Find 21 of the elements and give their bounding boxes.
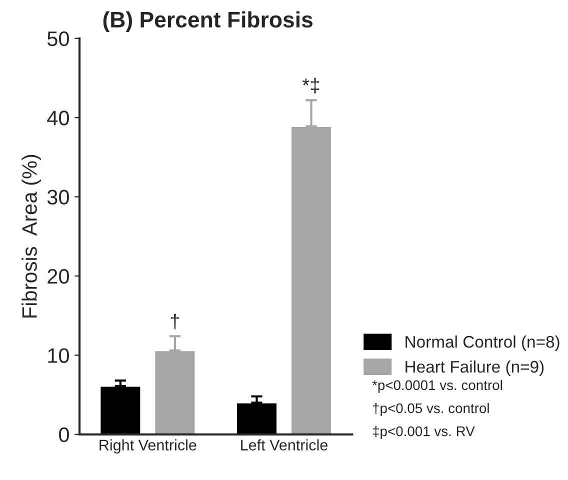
data-label: *‡ (302, 78, 320, 94)
bar (290, 126, 332, 434)
y-tick-label: 0 (59, 427, 69, 442)
x-tick-label: Right Ventricle (100, 439, 196, 454)
legend-label: Heart Failure (n=9) (406, 360, 544, 376)
y-tick-label: 30 (47, 190, 69, 205)
text: ‡p<0.001 vs. RV (372, 426, 475, 439)
x-tick-label: Left Ventricle (241, 439, 328, 450)
bar (154, 350, 196, 434)
bar (99, 385, 142, 434)
legend-label: Normal Control (n=8) (406, 335, 560, 352)
y-axis-title: Fibrosis Area (%) (22, 154, 42, 318)
y-tick-label: 50 (47, 31, 69, 46)
text: *p<0.0001 vs. control (372, 380, 502, 393)
y-tick-label: 40 (47, 110, 69, 126)
data-label: † (170, 314, 180, 330)
text: †p<0.05 vs. control (372, 402, 489, 416)
y-tick-label: 10 (48, 348, 69, 363)
chart-title: (B) Percent Fibrosis (103, 11, 312, 32)
y-tick-label: 20 (48, 269, 69, 284)
bar (236, 402, 278, 434)
